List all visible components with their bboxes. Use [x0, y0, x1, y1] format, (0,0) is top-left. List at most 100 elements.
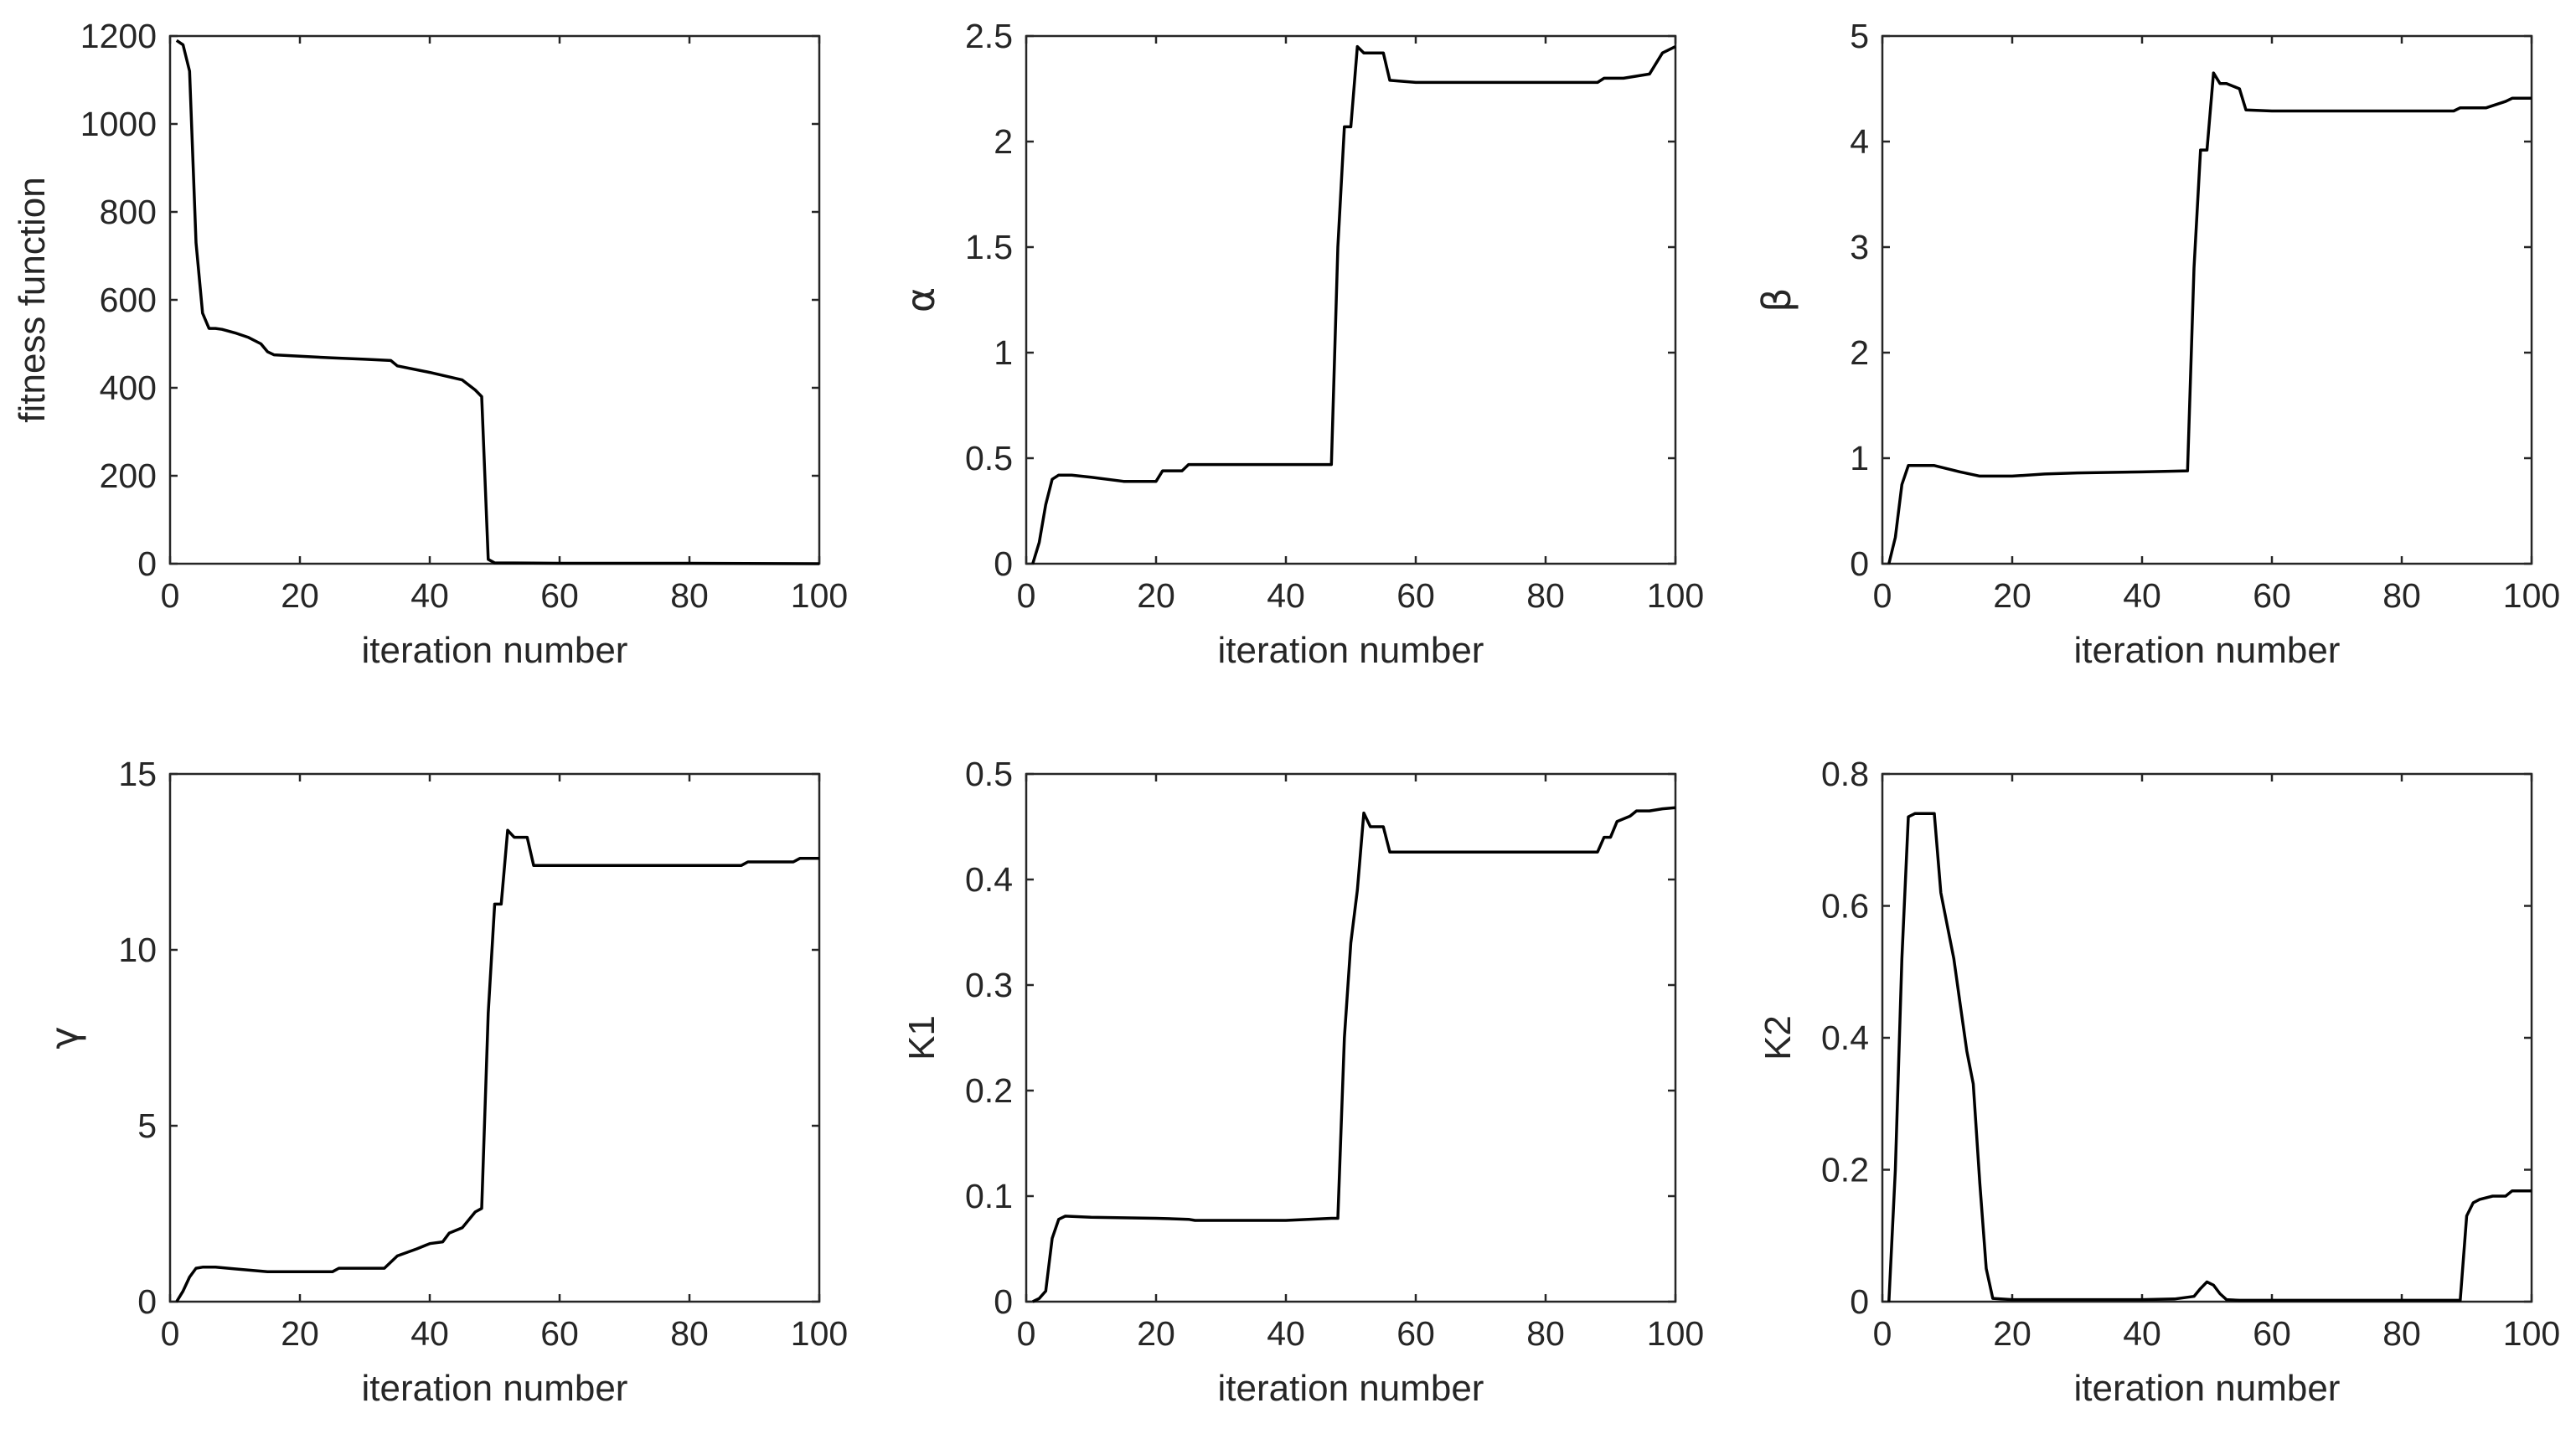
- x-tick-label: 0: [1017, 1314, 1036, 1353]
- x-tick-label: 60: [2253, 576, 2291, 615]
- x-tick-label: 100: [2503, 1314, 2560, 1353]
- y-tick-label: 1: [1850, 439, 1869, 477]
- x-tick-label: 60: [1396, 576, 1435, 615]
- y-tick-label: 0: [994, 544, 1013, 583]
- y-axis-label: γ: [42, 1026, 87, 1049]
- alpha-series-line: [1031, 44, 1676, 565]
- x-axis-label: iteration number: [2074, 630, 2341, 671]
- y-tick-label: 0.2: [1821, 1151, 1869, 1189]
- y-tick-label: 0: [137, 1282, 157, 1321]
- k2-panel: 0 20 40 60 80 100 0 0.2 0.4 0.6 0.8 iteration numbe…: [1758, 755, 2560, 1409]
- x-tick-label: 20: [1137, 576, 1175, 615]
- gamma-axes-box: [168, 772, 821, 1303]
- k1-axes-box: [1025, 772, 1677, 1303]
- y-tick-label: 0.4: [1821, 1019, 1869, 1057]
- gamma-panel: 0 20 40 60 80 100 0 5 10 15 iteration number γ: [42, 755, 848, 1409]
- x-tick-label: 20: [1993, 576, 2031, 615]
- x-tick-label: 80: [670, 576, 709, 615]
- y-tick-label: 0: [137, 544, 157, 583]
- y-tick-label: 0.6: [1821, 887, 1869, 926]
- x-tick-label: 100: [1647, 576, 1704, 615]
- alpha-panel: 0 20 40 60 80 100 0 0.5 1 1.5 2 2.5 iteration number…: [898, 17, 1704, 671]
- y-tick-label: 2: [1850, 333, 1869, 372]
- y-tick-label: 0.8: [1821, 755, 1869, 793]
- x-tick-label: 20: [281, 576, 319, 615]
- x-axis-label: iteration number: [362, 1368, 628, 1409]
- y-axis-label: α: [898, 287, 943, 312]
- y-tick-label: 0.4: [965, 860, 1013, 899]
- beta-series-line: [1887, 71, 2532, 565]
- x-tick-label: 20: [281, 1314, 319, 1353]
- x-tick-label: 0: [161, 1314, 180, 1353]
- y-tick-label: 3: [1850, 228, 1869, 266]
- y-axis-label: K1: [901, 1015, 942, 1060]
- x-tick-label: 0: [1017, 576, 1036, 615]
- y-tick-label: 0.5: [965, 439, 1013, 477]
- k2-series-line: [1887, 812, 2532, 1302]
- gamma-series-line: [175, 828, 819, 1302]
- x-tick-label: 40: [2123, 576, 2161, 615]
- x-tick-label: 80: [2382, 1314, 2421, 1353]
- x-tick-label: 80: [1526, 576, 1565, 615]
- y-tick-label: 2: [994, 122, 1013, 161]
- y-axis-label: K2: [1758, 1015, 1799, 1060]
- y-tick-label: 800: [100, 193, 157, 231]
- alpha-axes-box: [1025, 34, 1677, 565]
- x-tick-label: 100: [2503, 576, 2560, 615]
- x-tick-label: 60: [1396, 1314, 1435, 1353]
- x-tick-label: 20: [1137, 1314, 1175, 1353]
- x-tick-label: 60: [2253, 1314, 2291, 1353]
- x-tick-label: 100: [791, 576, 848, 615]
- y-tick-label: 600: [100, 281, 157, 319]
- beta-axes-box: [1881, 34, 2533, 565]
- x-tick-label: 80: [1526, 1314, 1565, 1353]
- y-tick-label: 400: [100, 369, 157, 407]
- y-tick-label: 1.5: [965, 228, 1013, 266]
- x-axis-label: iteration number: [362, 630, 628, 671]
- x-tick-label: 0: [1873, 1314, 1892, 1353]
- x-tick-label: 40: [1267, 1314, 1305, 1353]
- x-tick-label: 100: [1647, 1314, 1704, 1353]
- y-tick-label: 0: [1850, 544, 1869, 583]
- k1-panel: 0 20 40 60 80 100 0 0.1 0.2 0.3 0.4 0.5 iteration nu…: [901, 755, 1704, 1409]
- y-tick-label: 15: [118, 755, 157, 793]
- x-tick-label: 40: [2123, 1314, 2161, 1353]
- y-tick-label: 1200: [80, 17, 157, 55]
- y-tick-label: 0.3: [965, 966, 1013, 1004]
- x-tick-label: 100: [791, 1314, 848, 1353]
- y-tick-label: 0: [1850, 1282, 1869, 1321]
- x-tick-label: 0: [161, 576, 180, 615]
- x-tick-label: 40: [410, 1314, 449, 1353]
- fitness-axes-box: [168, 34, 821, 565]
- fitness-function-panel: 0 20 40 60 80 100020040060080010001200iterati…: [12, 17, 848, 671]
- y-tick-label: 5: [137, 1106, 157, 1145]
- y-tick-label: 200: [100, 457, 157, 495]
- k2-axes-box: [1881, 772, 2533, 1303]
- y-axis-label: fitness function: [12, 177, 53, 423]
- y-tick-label: 10: [118, 931, 157, 969]
- y-tick-label: 4: [1850, 122, 1869, 161]
- x-tick-label: 60: [540, 576, 579, 615]
- beta-panel: 0 20 40 60 80 100 0 1 2 3 4 5 iteration number β: [1754, 17, 2560, 671]
- y-tick-label: 0: [994, 1282, 1013, 1321]
- x-tick-label: 20: [1993, 1314, 2031, 1353]
- y-tick-label: 2.5: [965, 17, 1013, 55]
- x-axis-label: iteration number: [1218, 1368, 1484, 1409]
- y-tick-label: 1: [994, 333, 1013, 372]
- y-axis-label: β: [1754, 287, 1799, 312]
- x-tick-label: 80: [2382, 576, 2421, 615]
- y-tick-label: 0.5: [965, 755, 1013, 793]
- y-tick-label: 0.1: [965, 1177, 1013, 1215]
- x-axis-label: iteration number: [1218, 630, 1484, 671]
- x-tick-label: 40: [1267, 576, 1305, 615]
- y-tick-label: 5: [1850, 17, 1869, 55]
- x-axis-label: iteration number: [2074, 1368, 2341, 1409]
- x-tick-label: 80: [670, 1314, 709, 1353]
- x-tick-label: 40: [410, 576, 449, 615]
- fitness-series-line: [175, 39, 820, 565]
- x-tick-label: 0: [1873, 576, 1892, 615]
- k1-series-line: [1032, 806, 1676, 1303]
- y-tick-label: 1000: [80, 105, 157, 143]
- y-tick-label: 0.2: [965, 1071, 1013, 1110]
